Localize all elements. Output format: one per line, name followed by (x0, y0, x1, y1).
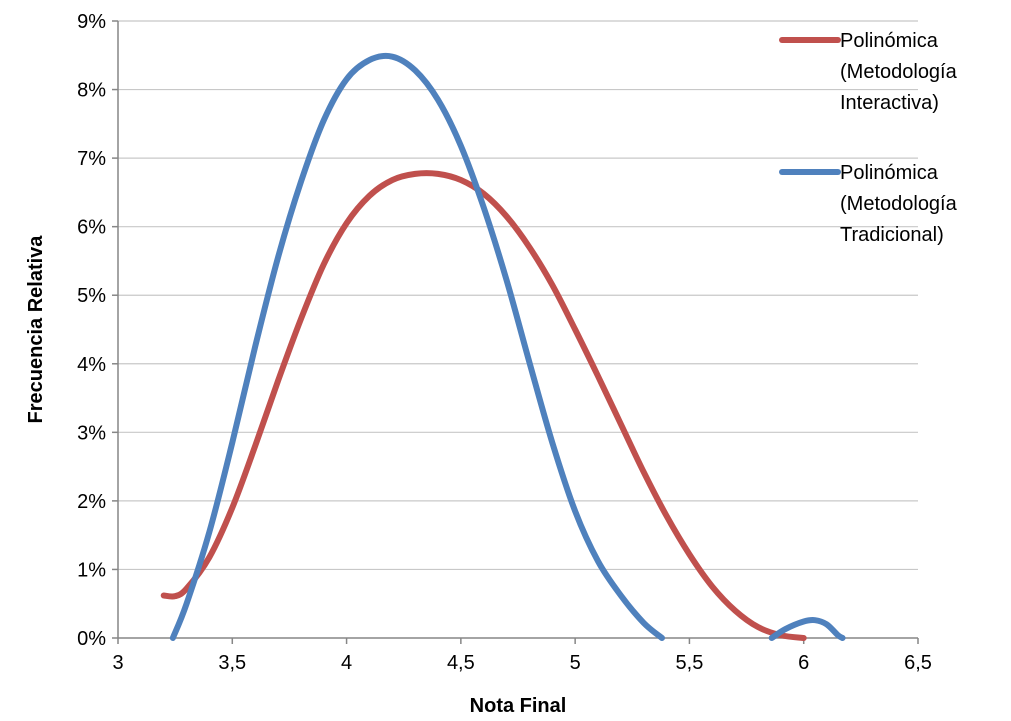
legend-label: Polinómica (840, 30, 939, 52)
y-tick-label: 3% (77, 422, 106, 444)
tradicional-series-line (169, 52, 665, 641)
x-tick-label: 4 (341, 652, 352, 674)
y-tick-label: 8% (77, 80, 106, 102)
interactiva-series-line (160, 170, 807, 641)
y-axis-title: Frecuencia Relativa (25, 235, 47, 424)
x-tick-label: 3,5 (218, 652, 246, 674)
x-tick-label: 5 (570, 652, 581, 674)
x-axis-title: Nota Final (470, 695, 567, 717)
x-tick-label: 6,5 (904, 652, 932, 674)
y-tick-label: 2% (77, 491, 106, 513)
legend-entry-tradicional: Polinómica (Metodología Tradicional) (779, 162, 958, 246)
x-axis-ticks: 3 3,5 4 4,5 5 5,5 6 6,5 (112, 638, 932, 674)
legend-label: Interactiva) (840, 92, 939, 114)
legend-label: Polinómica (840, 162, 939, 184)
series-lines (160, 52, 846, 641)
y-tick-label: 4% (77, 354, 106, 376)
x-tick-label: 5,5 (676, 652, 704, 674)
x-tick-label: 6 (798, 652, 809, 674)
y-tick-label: 1% (77, 559, 106, 581)
legend: Polinómica(MetodologíaInteractiva)Polinó… (779, 30, 958, 246)
y-tick-label: 7% (77, 148, 106, 170)
legend-label: Tradicional) (840, 224, 944, 246)
y-tick-label: 9% (77, 11, 106, 33)
y-tick-label: 0% (77, 628, 106, 650)
legend-entry-interactiva: Polinómica (Metodología Interactiva) (779, 30, 958, 114)
y-axis-ticks: 0% 1% 2% 3% 4% 5% 6% 7% 8% 9% (77, 11, 118, 650)
y-tick-label: 6% (77, 217, 106, 239)
tradicional-series-line-segment (768, 616, 846, 641)
legend-label: (Metodología (840, 193, 958, 215)
x-tick-label: 4,5 (447, 652, 475, 674)
x-tick-label: 3 (112, 652, 123, 674)
y-tick-label: 5% (77, 285, 106, 307)
legend-label: (Metodología (840, 61, 958, 83)
